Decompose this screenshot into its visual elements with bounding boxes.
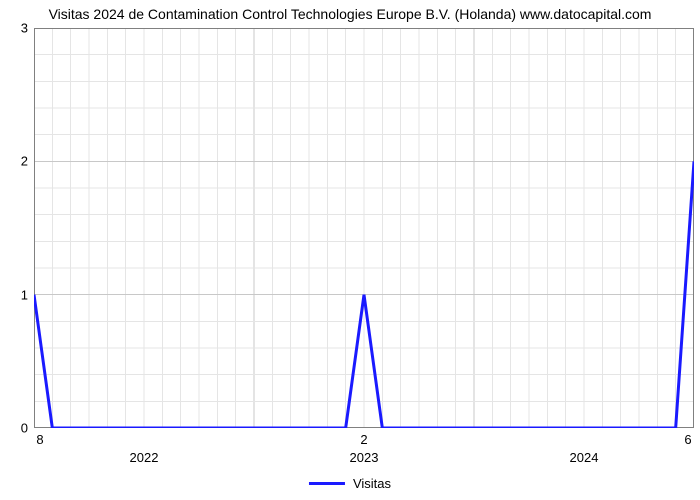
y-tick-label: 0 (0, 421, 28, 436)
chart-container: { "title": { "text": "Visitas 2024 de Co… (0, 0, 700, 500)
y-tick-label: 2 (0, 154, 28, 169)
chart-title: Visitas 2024 de Contamination Control Te… (0, 6, 700, 22)
plot-area: 0123202220232024826 (34, 28, 694, 428)
legend: Visitas (309, 476, 391, 491)
legend-swatch (309, 482, 345, 485)
y-tick-label: 1 (0, 287, 28, 302)
data-point-label: 2 (360, 432, 367, 447)
data-point-label: 8 (36, 432, 43, 447)
data-point-label: 6 (684, 432, 691, 447)
legend-label: Visitas (353, 476, 391, 491)
y-tick-label: 3 (0, 21, 28, 36)
x-tick-label: 2024 (570, 450, 599, 465)
x-tick-label: 2023 (350, 450, 379, 465)
chart-svg (34, 28, 694, 428)
x-tick-label: 2022 (130, 450, 159, 465)
